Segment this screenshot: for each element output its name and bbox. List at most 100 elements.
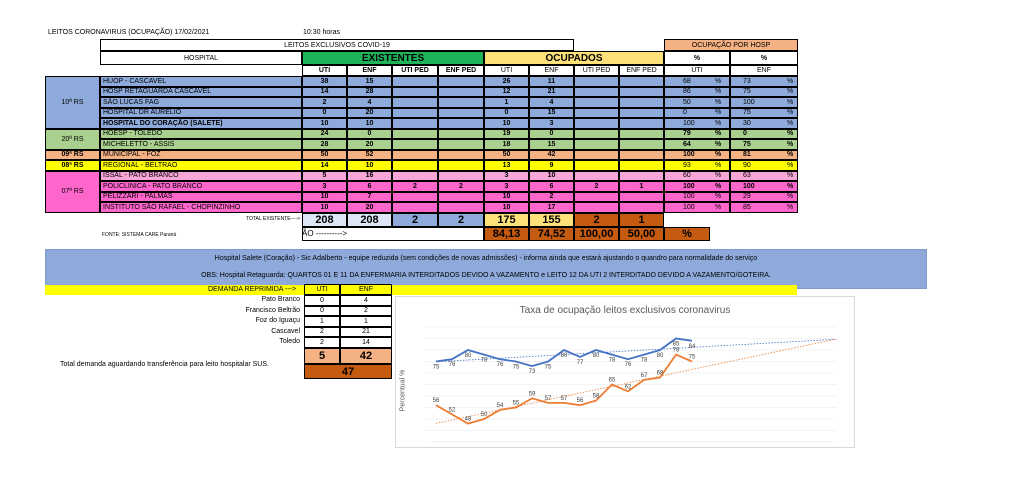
ocupados-cell: 17 — [529, 202, 574, 213]
chart-data-label: 52 — [449, 407, 456, 413]
total-label: TOTAL EXISTENTE----> — [246, 215, 301, 222]
demanda-enf: 2 — [340, 305, 392, 316]
chart-series-line — [435, 353, 693, 425]
chart-data-label: 75 — [689, 355, 696, 361]
existentes-cell — [392, 76, 438, 87]
chart-data-label: 78 — [641, 358, 648, 364]
total-ocupados: 1 — [619, 212, 664, 227]
pct-sign: % — [787, 172, 794, 180]
demanda-uti-header: UTI — [304, 284, 340, 295]
total-arrow-cell — [302, 226, 484, 241]
total-pct: 100,00 — [574, 226, 619, 241]
existentes-cell: 10 — [302, 191, 347, 202]
ocupados-cell — [619, 97, 664, 108]
pct-sign: % — [715, 140, 722, 148]
ocupados-cell: 1 — [619, 181, 664, 192]
chart-data-label: 76 — [625, 362, 632, 368]
ocupados-cell: 10 — [484, 118, 529, 129]
pct-enf-cell: 81% — [730, 149, 798, 160]
existentes-cell — [438, 160, 484, 171]
existentes-cell — [392, 149, 438, 160]
pct-uti-cell: 79% — [664, 128, 730, 139]
hospital-name: PELIZZARI - PALMAS — [100, 191, 302, 202]
pct-uti-cell: 100% — [664, 149, 730, 160]
ocupados-cell: 2 — [529, 191, 574, 202]
ocupados-cell: 15 — [529, 139, 574, 150]
ocupados-cell — [619, 86, 664, 97]
total-ocupados: 155 — [529, 212, 574, 227]
existentes-cell — [392, 128, 438, 139]
ocupados-cell — [619, 118, 664, 129]
existentes-cell: 28 — [302, 139, 347, 150]
region-label: 07ª RS — [45, 170, 100, 213]
pct-sign: % — [715, 182, 722, 190]
chart-data-label: 67 — [641, 373, 648, 379]
chart-data-label: 80 — [657, 353, 664, 359]
existentes-cell — [392, 202, 438, 213]
pct-sign: % — [787, 151, 794, 159]
hospital-name: HUOP - CASCAVEL — [100, 76, 302, 87]
pct-enf-cell: 73% — [730, 76, 798, 87]
ocupados-cell — [619, 149, 664, 160]
chart-data-label: 78 — [609, 358, 616, 364]
ocupados-cell — [619, 107, 664, 118]
existentes-cell — [392, 107, 438, 118]
demanda-total-uti: 5 — [304, 348, 340, 364]
ocupados-cell — [574, 139, 619, 150]
chart-data-label: 76 — [449, 362, 456, 368]
demanda-uti: 1 — [304, 316, 340, 327]
ocupados-cell: 18 — [484, 139, 529, 150]
existentes-header: EXISTENTES — [302, 51, 484, 65]
chart-data-label: 80 — [561, 353, 568, 359]
chart-data-label: 75 — [513, 365, 520, 371]
demanda-enf-header: ENF — [340, 284, 392, 295]
existentes-cell — [392, 86, 438, 97]
pct-uti-cell: 64% — [664, 139, 730, 150]
chart-trendline — [435, 338, 837, 424]
ocupados-cell: 3 — [484, 181, 529, 192]
total-existentes: 2 — [438, 212, 484, 227]
ocupados-cell: 9 — [529, 160, 574, 171]
existentes-cell: 4 — [347, 97, 392, 108]
ocupados-cell: 2 — [574, 181, 619, 192]
demanda-city: Cascavel — [271, 327, 300, 335]
chart-data-label: 59 — [529, 391, 536, 397]
chart-series-line — [435, 337, 693, 368]
pct-sign: % — [787, 130, 794, 138]
pct-sign: % — [715, 119, 722, 127]
existentes-cell — [438, 170, 484, 181]
ocupados-cell: 10 — [484, 191, 529, 202]
total-pct-sign: % — [664, 226, 710, 241]
ocupados-subheader: UTI — [484, 65, 529, 76]
total-pct: 84,13 — [484, 226, 529, 241]
total-pct: 74,52 — [529, 226, 574, 241]
ocupados-cell — [619, 170, 664, 181]
hospital-name: MICHELETTO - ASSIS — [100, 139, 302, 150]
hospital-name: POLICLINICA - PATO BRANCO — [100, 181, 302, 192]
existentes-cell: 50 — [302, 149, 347, 160]
chart-data-label: 80 — [465, 353, 472, 359]
chart-data-label: 57 — [561, 396, 568, 402]
existentes-cell: 2 — [302, 97, 347, 108]
ocupados-cell — [574, 97, 619, 108]
pct-enf-cell: 100% — [730, 97, 798, 108]
demanda-enf: 21 — [340, 326, 392, 337]
pct-subheader: ENF — [730, 65, 798, 76]
hospital-name: HOSPITAL DR AURELIO — [100, 107, 302, 118]
ocupados-cell: 42 — [529, 149, 574, 160]
ocupados-cell: 19 — [484, 128, 529, 139]
chart-data-label: 50 — [481, 412, 488, 418]
obs-line-2: OBS: Hospital Retaguarda: QUARTOS 01 E 1… — [201, 272, 771, 279]
source-label: FONTE: SISTEMA CARE Paraná — [102, 231, 177, 238]
demanda-note: Total demanda aguardando transferência p… — [60, 361, 269, 368]
existentes-cell — [392, 191, 438, 202]
pct-uti-cell: 68% — [664, 76, 730, 87]
demanda-city: Francisco Beltrão — [245, 306, 300, 314]
chart-data-label: 48 — [465, 417, 472, 423]
ocupacao-header: OCUPAÇÃO POR HOSP — [664, 39, 798, 51]
existentes-cell: 0 — [302, 107, 347, 118]
ocupados-cell — [574, 202, 619, 213]
pct-sign: % — [787, 77, 794, 85]
existentes-cell — [438, 107, 484, 118]
chart-data-label: 78 — [673, 348, 680, 354]
